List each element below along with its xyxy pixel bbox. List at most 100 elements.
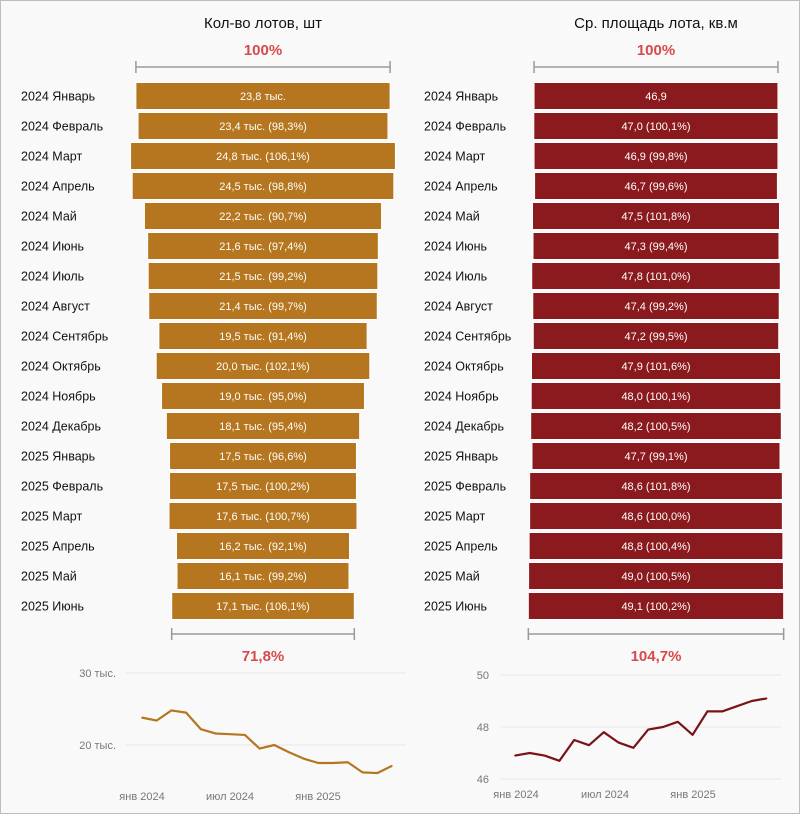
data-point bbox=[317, 762, 320, 764]
data-point bbox=[302, 757, 305, 760]
row-label: 2024 Апрель bbox=[21, 180, 95, 194]
bar-value-label: 24,8 тыс. (106,1%) bbox=[216, 151, 310, 163]
bar bbox=[528, 562, 784, 590]
bar-value-label: 48,6 (101,8%) bbox=[621, 481, 690, 493]
y-tick-label: 48 bbox=[477, 722, 489, 734]
row-label: 2024 Сентябрь bbox=[21, 330, 108, 344]
row-label: 2025 Март bbox=[21, 510, 82, 524]
x-tick-label: янв 2025 bbox=[670, 789, 715, 801]
row-label: 2024 Март bbox=[424, 150, 485, 164]
bar-value-label: 23,4 тыс. (98,3%) bbox=[219, 121, 307, 133]
bar-value-label: 47,9 (101,6%) bbox=[621, 361, 690, 373]
data-point bbox=[155, 719, 158, 722]
data-point bbox=[391, 765, 393, 767]
bar bbox=[135, 82, 391, 110]
row-label: 2024 Май bbox=[424, 210, 480, 224]
data-point bbox=[543, 754, 546, 757]
bar bbox=[158, 322, 368, 350]
bar-value-label: 18,1 тыс. (95,4%) bbox=[219, 421, 307, 433]
bottom-percent-label: 104,7% bbox=[631, 648, 682, 665]
row-label: 2024 Август bbox=[21, 300, 90, 314]
row-label: 2024 Ноябрь bbox=[424, 390, 499, 404]
top-percent-label: 100% bbox=[244, 42, 282, 59]
row-label: 2024 Февраль bbox=[424, 120, 506, 134]
data-point bbox=[376, 772, 379, 774]
row-label: 2024 Февраль bbox=[21, 120, 103, 134]
data-point bbox=[258, 747, 261, 750]
data-point bbox=[588, 744, 590, 746]
bar-value-label: 23,8 тыс. bbox=[240, 91, 286, 103]
data-point bbox=[751, 700, 753, 702]
bar bbox=[168, 502, 358, 530]
bar bbox=[169, 472, 357, 500]
bar-value-label: 47,5 (101,8%) bbox=[621, 211, 690, 223]
data-point bbox=[662, 726, 664, 728]
row-label: 2024 Июль bbox=[424, 270, 487, 284]
bar-value-label: 48,8 (100,4%) bbox=[621, 541, 690, 553]
data-point bbox=[332, 762, 334, 764]
row-label: 2024 Октябрь bbox=[21, 360, 101, 374]
row-label: 2024 Ноябрь bbox=[21, 390, 96, 404]
bar-value-label: 46,7 (99,6%) bbox=[625, 181, 688, 193]
bar-value-label: 17,5 тыс. (100,2%) bbox=[216, 481, 310, 493]
bar-value-label: 49,0 (100,5%) bbox=[621, 571, 690, 583]
bar bbox=[532, 202, 780, 230]
bar-value-label: 47,8 (101,0%) bbox=[621, 271, 690, 283]
data-point bbox=[529, 752, 531, 754]
series-line bbox=[141, 709, 393, 775]
bar-value-label: 17,1 тыс. (106,1%) bbox=[216, 601, 310, 613]
data-point bbox=[347, 761, 349, 764]
bar bbox=[532, 292, 780, 320]
bar-value-label: 21,5 тыс. (99,2%) bbox=[219, 271, 307, 283]
data-point bbox=[721, 710, 723, 713]
row-label: 2024 Август bbox=[424, 300, 493, 314]
data-point bbox=[288, 751, 290, 753]
bar bbox=[147, 232, 379, 260]
bar-value-label: 20,0 тыс. (102,1%) bbox=[216, 361, 310, 373]
bar bbox=[529, 502, 783, 530]
data-point bbox=[200, 728, 202, 730]
bar-value-label: 24,5 тыс. (98,8%) bbox=[219, 181, 307, 193]
data-point bbox=[691, 734, 694, 736]
data-point bbox=[141, 716, 143, 719]
row-label: 2025 Апрель bbox=[424, 540, 498, 554]
bar-value-label: 48,2 (100,5%) bbox=[621, 421, 690, 433]
bar bbox=[527, 592, 785, 620]
row-label: 2025 Июнь bbox=[424, 600, 487, 614]
bar-value-label: 49,1 (100,2%) bbox=[621, 601, 690, 613]
data-point bbox=[617, 741, 620, 744]
bar bbox=[175, 532, 351, 560]
chart-title: Ср. площадь лота, кв.м bbox=[574, 15, 738, 32]
row-label: 2025 Июнь bbox=[21, 600, 84, 614]
bar-value-label: 47,3 (99,4%) bbox=[625, 241, 688, 253]
x-tick-label: янв 2024 bbox=[119, 791, 164, 803]
data-point bbox=[573, 739, 575, 741]
bar bbox=[530, 412, 782, 440]
bar bbox=[148, 292, 378, 320]
x-tick-label: июл 2024 bbox=[581, 789, 629, 801]
bar bbox=[533, 112, 779, 140]
bar bbox=[530, 382, 782, 410]
row-label: 2024 Октябрь bbox=[424, 360, 504, 374]
row-label: 2025 Январь bbox=[21, 450, 95, 464]
y-tick-label: 20 тыс. bbox=[79, 740, 116, 752]
row-label: 2024 Март bbox=[21, 150, 82, 164]
bar-value-label: 47,2 (99,5%) bbox=[625, 331, 688, 343]
bar bbox=[131, 172, 395, 200]
data-point bbox=[706, 710, 709, 713]
y-tick-label: 50 bbox=[477, 670, 489, 682]
bar-value-label: 16,1 тыс. (99,2%) bbox=[219, 571, 307, 583]
x-tick-label: янв 2025 bbox=[295, 791, 340, 803]
bar bbox=[147, 262, 379, 290]
row-label: 2025 Март bbox=[424, 510, 485, 524]
bar bbox=[533, 82, 779, 110]
bar bbox=[165, 412, 361, 440]
bar-value-label: 19,0 тыс. (95,0%) bbox=[219, 391, 307, 403]
row-label: 2024 Январь bbox=[21, 90, 95, 104]
chart-title: Кол-во лотов, шт bbox=[204, 15, 322, 32]
data-point bbox=[244, 734, 246, 736]
bar-value-label: 47,4 (99,2%) bbox=[625, 301, 688, 313]
data-point bbox=[558, 760, 561, 762]
